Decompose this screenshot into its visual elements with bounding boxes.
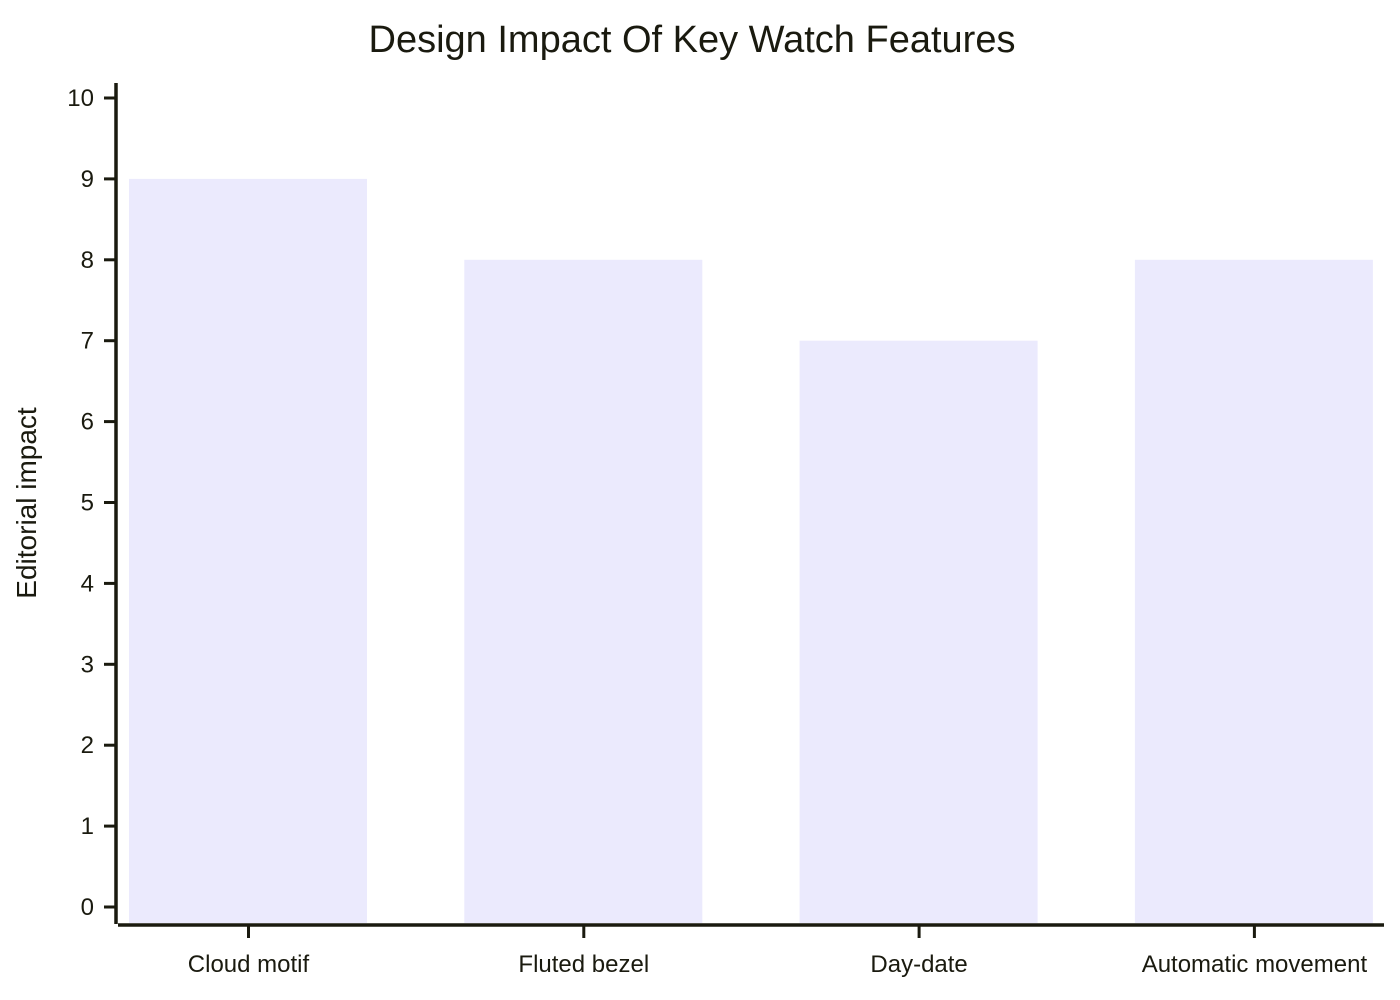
y-tick-label: 6 bbox=[81, 409, 94, 436]
bar-day-date bbox=[799, 340, 1038, 923]
y-tick-label: 4 bbox=[81, 570, 94, 597]
y-tick-label: 3 bbox=[81, 651, 94, 678]
y-tick-label: 10 bbox=[67, 85, 94, 112]
y-tick-label: 8 bbox=[81, 247, 94, 274]
bar-fluted-bezel bbox=[464, 259, 703, 923]
x-axis-ticks: Cloud motif Fluted bezel Day-date Automatic… bbox=[188, 925, 1368, 978]
x-tick-label: Fluted bezel bbox=[518, 951, 649, 978]
y-tick-label: 7 bbox=[81, 328, 94, 355]
y-axis-ticks: 0 1 2 3 4 5 6 7 8 9 10 bbox=[67, 85, 116, 921]
x-tick-label: Day-date bbox=[870, 951, 967, 978]
y-tick-label: 0 bbox=[81, 894, 94, 921]
y-axis-label: Editorial impact bbox=[11, 407, 42, 599]
y-tick-label: 2 bbox=[81, 732, 94, 759]
bar-automatic-movement bbox=[1134, 259, 1373, 923]
x-tick-label: Automatic movement bbox=[1142, 951, 1368, 978]
chart-title: Design Impact Of Key Watch Features bbox=[369, 19, 1016, 61]
y-tick-label: 5 bbox=[81, 490, 94, 517]
y-tick-label: 9 bbox=[81, 166, 94, 193]
x-tick-label: Cloud motif bbox=[188, 951, 310, 978]
y-tick-label: 1 bbox=[81, 813, 94, 840]
bars-layer bbox=[129, 178, 1373, 923]
bar-cloud-motif bbox=[129, 178, 367, 923]
